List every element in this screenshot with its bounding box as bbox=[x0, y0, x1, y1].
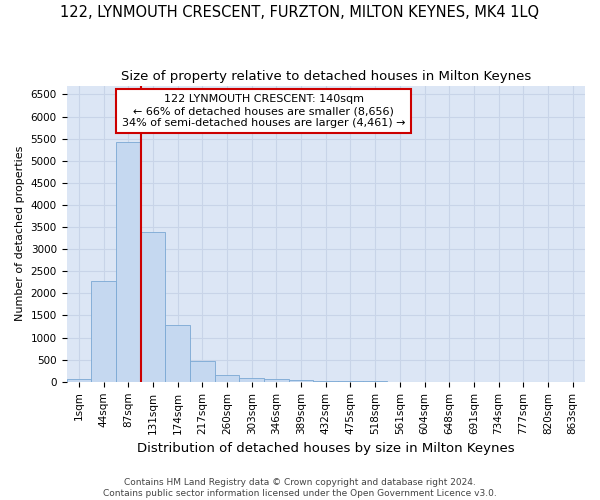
Bar bbox=[239, 378, 264, 382]
Text: 122, LYNMOUTH CRESCENT, FURZTON, MILTON KEYNES, MK4 1LQ: 122, LYNMOUTH CRESCENT, FURZTON, MILTON … bbox=[61, 5, 539, 20]
Bar bbox=[91, 281, 116, 382]
Bar bbox=[264, 380, 289, 382]
Bar bbox=[165, 325, 190, 382]
Bar bbox=[190, 360, 215, 382]
Bar bbox=[215, 374, 239, 382]
Bar bbox=[116, 142, 140, 382]
Text: Contains HM Land Registry data © Crown copyright and database right 2024.
Contai: Contains HM Land Registry data © Crown c… bbox=[103, 478, 497, 498]
Bar bbox=[313, 381, 338, 382]
Title: Size of property relative to detached houses in Milton Keynes: Size of property relative to detached ho… bbox=[121, 70, 531, 83]
Bar bbox=[289, 380, 313, 382]
Text: 122 LYNMOUTH CRESCENT: 140sqm
← 66% of detached houses are smaller (8,656)
34% o: 122 LYNMOUTH CRESCENT: 140sqm ← 66% of d… bbox=[122, 94, 405, 128]
X-axis label: Distribution of detached houses by size in Milton Keynes: Distribution of detached houses by size … bbox=[137, 442, 515, 455]
Bar bbox=[67, 378, 91, 382]
Y-axis label: Number of detached properties: Number of detached properties bbox=[15, 146, 25, 322]
Bar bbox=[140, 232, 165, 382]
